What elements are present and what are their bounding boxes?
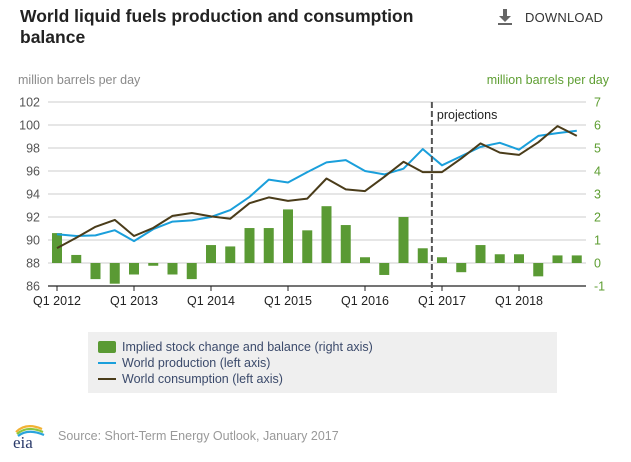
x-tick-label: Q1 2014	[187, 294, 235, 308]
x-tick-label: Q1 2013	[110, 294, 158, 308]
legend-item-consumption: World consumption (left axis)	[98, 372, 283, 386]
right-tick-label: 3	[594, 188, 601, 202]
balance-bar	[129, 263, 139, 275]
projections-label: projections	[437, 108, 497, 122]
balance-bar	[417, 248, 428, 263]
balance-bars	[52, 206, 582, 284]
right-tick-label: 1	[594, 234, 601, 248]
chart-area: 86 88 90 92 94 96 98 100 102 -1 0 1 2 3 4 5 6 7 Q1 2012 Q1 …	[19, 96, 605, 309]
left-axis-unit: million barrels per day	[18, 73, 141, 87]
legend: Implied stock change and balance (right …	[88, 332, 557, 393]
balance-bar	[475, 245, 486, 263]
balance-bar	[456, 263, 467, 273]
legend-label-production: World production (left axis)	[122, 356, 271, 370]
left-tick-label: 100	[19, 119, 40, 133]
chart-title: World liquid fuels production and consum…	[20, 6, 414, 47]
x-tick-label: Q1 2016	[341, 294, 389, 308]
balance-bar	[340, 225, 351, 263]
left-tick-label: 98	[26, 142, 40, 156]
left-tick-label: 102	[19, 96, 40, 110]
legend-swatch-consumption	[98, 378, 116, 380]
x-tick-label: Q1 2015	[264, 294, 312, 308]
axes: 86 88 90 92 94 96 98 100 102 -1 0 1 2 3 4 5 6 7 Q1 2012 Q1 …	[19, 96, 605, 309]
balance-bar	[533, 263, 544, 277]
balance-bar	[360, 257, 370, 263]
production-line	[56, 129, 577, 243]
download-label: DOWNLOAD	[525, 9, 604, 25]
right-tick-label: 4	[594, 165, 601, 179]
balance-bar	[552, 255, 563, 263]
eia-logo: eia	[13, 425, 45, 449]
right-tick-label: 7	[594, 96, 601, 110]
legend-label-consumption: World consumption (left axis)	[122, 372, 283, 386]
left-tick-label: 86	[26, 280, 40, 294]
balance-bar	[71, 254, 82, 263]
balance-bar	[302, 230, 313, 263]
balance-bar	[186, 263, 197, 280]
balance-bar	[148, 263, 159, 266]
download-button[interactable]: DOWNLOAD	[497, 9, 603, 25]
balance-bar	[90, 263, 101, 280]
balance-bar	[379, 263, 390, 275]
right-tick-label: 2	[594, 211, 601, 225]
balance-bar	[514, 254, 524, 263]
right-tick-label: 5	[594, 142, 601, 156]
balance-bar	[263, 228, 274, 263]
footer: eia Source: Short-Term Energy Outlook, J…	[12, 423, 339, 449]
download-icon	[498, 9, 512, 25]
x-tick-label: Q1 2012	[33, 294, 81, 308]
right-tick-label: 0	[594, 257, 601, 271]
series-lines	[56, 125, 578, 249]
balance-bar	[283, 209, 293, 263]
left-tick-label: 96	[26, 165, 40, 179]
left-tick-label: 92	[26, 211, 40, 225]
right-tick-label: -1	[594, 280, 605, 294]
balance-bar	[244, 228, 255, 263]
left-tick-label: 94	[26, 188, 40, 202]
balance-bar	[571, 255, 582, 263]
balance-bar	[321, 206, 332, 263]
left-tick-label: 90	[26, 234, 40, 248]
right-tick-label: 6	[594, 119, 601, 133]
consumption-line	[56, 125, 578, 249]
balance-bar	[494, 254, 505, 263]
legend-swatch-balance	[98, 341, 116, 353]
balance-bar	[437, 257, 447, 263]
x-tick-label: Q1 2017	[418, 294, 466, 308]
legend-item-balance: Implied stock change and balance (right …	[98, 340, 373, 354]
left-tick-label: 88	[26, 257, 40, 271]
x-tick-label: Q1 2018	[495, 294, 543, 308]
balance-bar	[398, 217, 409, 263]
balance-bar	[109, 263, 120, 284]
legend-item-production: World production (left axis)	[98, 356, 270, 370]
legend-swatch-production	[98, 362, 116, 364]
source-text: Source: Short-Term Energy Outlook, Janua…	[58, 429, 339, 443]
balance-bar	[167, 263, 178, 275]
right-axis-unit: million barrels per day	[486, 73, 609, 87]
balance-bar	[206, 245, 216, 263]
balance-bar	[225, 246, 236, 263]
svg-text:eia: eia	[13, 433, 33, 449]
legend-label-balance: Implied stock change and balance (right …	[122, 340, 373, 354]
